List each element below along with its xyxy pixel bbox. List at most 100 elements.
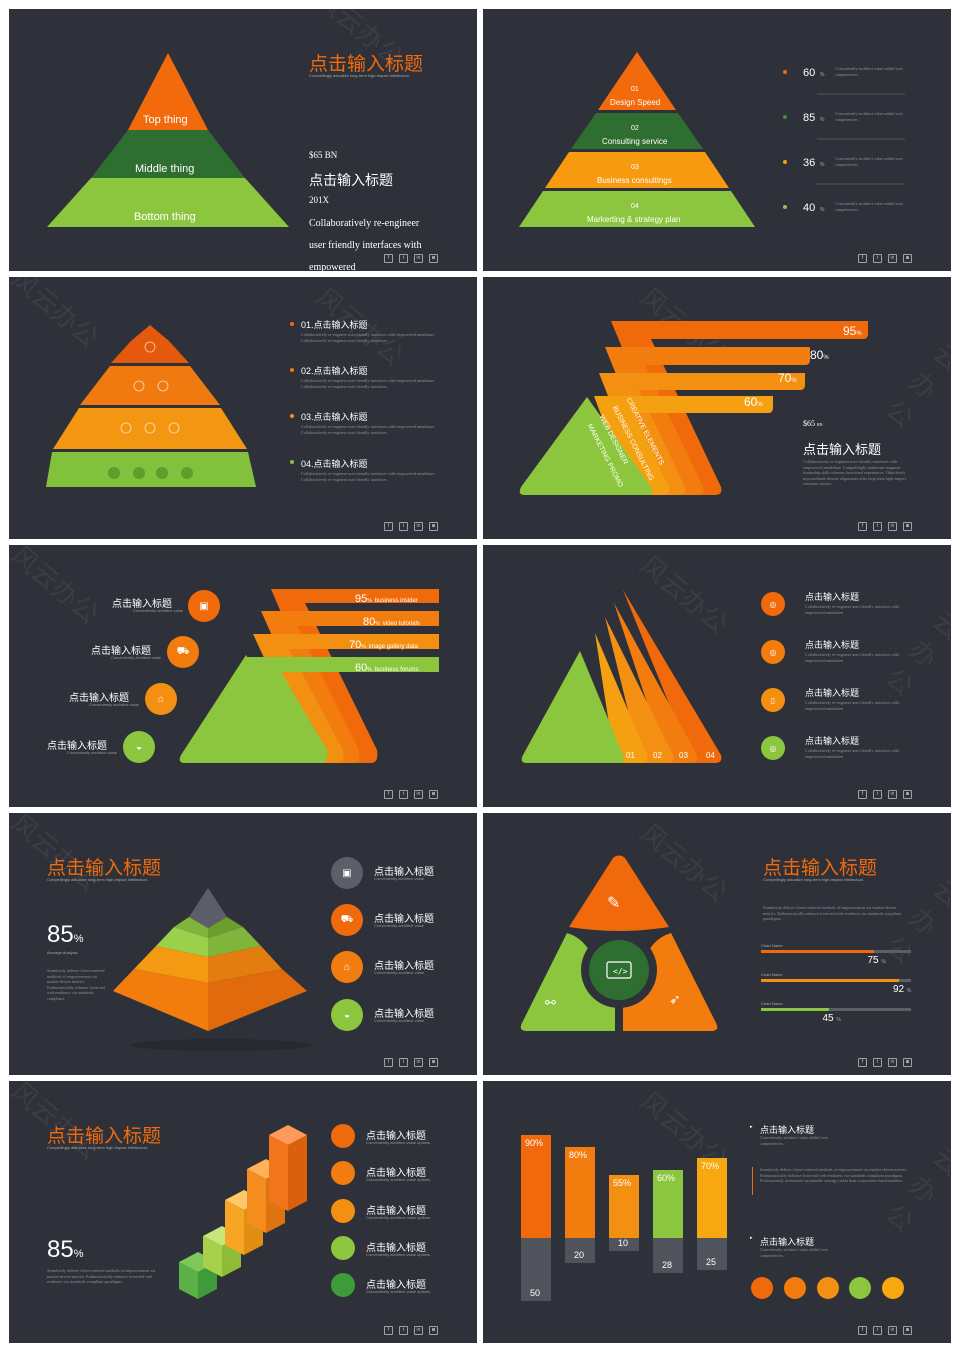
twitter-icon[interactable]: t bbox=[873, 1326, 882, 1335]
facebook-icon[interactable]: f bbox=[384, 522, 393, 531]
linkedin-icon[interactable]: in bbox=[888, 790, 897, 799]
twitter-icon[interactable]: t bbox=[873, 522, 882, 531]
bar-value-1: 95% bbox=[843, 324, 862, 338]
progress-fill bbox=[761, 979, 899, 982]
circle-icon-2[interactable]: ◎ bbox=[761, 640, 785, 664]
slide-10[interactable]: 风云办公 风云办公 90% 80% 55% 60% 70% 50 20 10 28 25 ▸ 点击… bbox=[483, 1081, 951, 1343]
bar-label-3: 70% image gallery data bbox=[349, 639, 418, 651]
instagram-icon[interactable]: ◙ bbox=[903, 1058, 912, 1067]
twitter-icon[interactable]: t bbox=[873, 790, 882, 799]
tier-num-2: 02 bbox=[631, 125, 639, 132]
instagram-icon[interactable]: ◙ bbox=[429, 522, 438, 531]
instagram-icon[interactable]: ◙ bbox=[903, 790, 912, 799]
bar-bottom-label: 10 bbox=[618, 1237, 629, 1248]
twitter-icon[interactable]: t bbox=[399, 1326, 408, 1335]
bar-top bbox=[653, 1169, 683, 1238]
layer-num-1: 01 bbox=[626, 751, 635, 760]
item-desc-2: Collaboratively re-engineer user friendl… bbox=[805, 652, 900, 663]
bullet-2 bbox=[290, 368, 294, 372]
slide-3[interactable]: 风云办公 风云办公 01.点击输入标题 Collaboratively re-e… bbox=[9, 277, 477, 539]
instagram-icon[interactable]: ◙ bbox=[903, 522, 912, 531]
facebook-icon[interactable]: f bbox=[858, 254, 867, 263]
cart-icon[interactable]: ⛟ bbox=[331, 904, 363, 936]
tier-label-1: Design Speed bbox=[610, 98, 661, 107]
stat-dot-4 bbox=[783, 205, 787, 209]
linkedin-icon[interactable]: in bbox=[414, 1058, 423, 1067]
circle-icon-3[interactable]: ▯ bbox=[761, 688, 785, 712]
stat-value-2: 85 bbox=[803, 112, 816, 124]
social-icons: f t in ◙ bbox=[384, 1326, 438, 1335]
slide-7[interactable]: 风云办公 点击输入标题 Compellingly actualize long-… bbox=[9, 813, 477, 1075]
slide-9[interactable]: 风云办公 点击输入标题 Compellingly actualize long-… bbox=[9, 1081, 477, 1343]
layered-pyramid-diagram bbox=[521, 590, 722, 763]
basket-icon[interactable]: ◒ bbox=[331, 999, 363, 1031]
shop-icon[interactable]: ⌂ bbox=[145, 683, 177, 715]
item-title-4: 点击输入标题 bbox=[366, 1243, 426, 1254]
facebook-icon[interactable]: f bbox=[384, 1326, 393, 1335]
sub-1: Conveniently architect value-added core … bbox=[760, 1135, 828, 1146]
stat-dot-1 bbox=[783, 70, 787, 74]
stat-unit-4: % bbox=[820, 207, 825, 213]
item-title-1: 点击输入标题 bbox=[366, 1131, 426, 1142]
twitter-icon[interactable]: t bbox=[873, 254, 882, 263]
slide-subtitle: Compellingly actualize long-term high-im… bbox=[47, 877, 148, 882]
shop-icon[interactable]: ⌂ bbox=[331, 951, 363, 983]
facebook-icon[interactable]: f bbox=[384, 1058, 393, 1067]
layer-num-4: 04 bbox=[706, 751, 715, 760]
arrow-bullet-2: ▸ bbox=[750, 1235, 753, 1241]
linkedin-icon[interactable]: in bbox=[414, 522, 423, 531]
twitter-icon[interactable]: t bbox=[399, 1058, 408, 1067]
linkedin-icon[interactable]: in bbox=[888, 1326, 897, 1335]
instagram-icon[interactable]: ◙ bbox=[429, 790, 438, 799]
facebook-icon[interactable]: f bbox=[384, 790, 393, 799]
twitter-icon[interactable]: t bbox=[399, 790, 408, 799]
facebook-icon[interactable]: f bbox=[384, 254, 393, 263]
bag-icon[interactable]: ▣ bbox=[188, 590, 220, 622]
circle-icon-4[interactable]: ◎ bbox=[761, 736, 785, 760]
linkedin-icon[interactable]: in bbox=[414, 1326, 423, 1335]
twitter-icon[interactable]: t bbox=[399, 254, 408, 263]
instagram-icon[interactable]: ◙ bbox=[903, 1326, 912, 1335]
twitter-icon[interactable]: t bbox=[399, 522, 408, 531]
linkedin-icon[interactable]: in bbox=[888, 254, 897, 263]
circle-icon-1[interactable]: ◎ bbox=[761, 592, 785, 616]
progress-value: 92 % bbox=[893, 984, 912, 995]
instagram-icon[interactable]: ◙ bbox=[903, 254, 912, 263]
facebook-icon[interactable]: f bbox=[858, 1058, 867, 1067]
cart-icon[interactable]: ⛟ bbox=[167, 636, 199, 668]
triangle-cycle-diagram: </> bbox=[520, 855, 718, 1031]
item-title-3: 点击输入标题 bbox=[366, 1206, 426, 1217]
item-desc-1: Collaboratively re-engineer user friendl… bbox=[805, 604, 900, 615]
twitter-icon[interactable]: t bbox=[873, 1058, 882, 1067]
facebook-icon[interactable]: f bbox=[858, 522, 867, 531]
linkedin-icon[interactable]: in bbox=[414, 790, 423, 799]
bar-top bbox=[697, 1158, 727, 1238]
instagram-icon[interactable]: ◙ bbox=[429, 254, 438, 263]
item-title-5: 点击输入标题 bbox=[366, 1280, 426, 1291]
basket-icon[interactable]: ◒ bbox=[123, 731, 155, 763]
slide-6[interactable]: 风云办公 风云办公 01 02 03 04 ◎ 点击输入标题 Collabora… bbox=[483, 545, 951, 807]
slide-4[interactable]: 风云办公 风云办公 95% 80% 70% 60% CREATIVE ELEME… bbox=[483, 277, 951, 539]
color-dot-1 bbox=[751, 1277, 773, 1299]
slide-1[interactable]: 风云办公 Top thing Middle thing Bottom thing… bbox=[9, 9, 477, 271]
bar-top-label: 60% bbox=[657, 1172, 676, 1183]
slide-8[interactable]: 风云办公 风云办公 </> ✎ ⚯ ➶ 点击输入标题 Compellingly … bbox=[483, 813, 951, 1075]
linkedin-icon[interactable]: in bbox=[888, 1058, 897, 1067]
tier-num-4: 04 bbox=[631, 203, 639, 210]
description: Seamlessly deliver client-centered metho… bbox=[760, 1167, 908, 1183]
social-icons: f t in ◙ bbox=[384, 522, 438, 531]
bar-label-4: 60% business forums bbox=[355, 662, 419, 674]
social-icons: f t in ◙ bbox=[858, 522, 912, 531]
slide-subtitle: Compellingly actualize long-term high-im… bbox=[763, 877, 864, 882]
facebook-icon[interactable]: f bbox=[858, 1326, 867, 1335]
slide-5[interactable]: 风云办公 95% business insider 80% video tuto… bbox=[9, 545, 477, 807]
facebook-icon[interactable]: f bbox=[858, 790, 867, 799]
social-icons: f t in ◙ bbox=[384, 790, 438, 799]
linkedin-icon[interactable]: in bbox=[414, 254, 423, 263]
instagram-icon[interactable]: ◙ bbox=[429, 1058, 438, 1067]
pyramid-bottom-tier bbox=[47, 178, 289, 227]
linkedin-icon[interactable]: in bbox=[888, 522, 897, 531]
instagram-icon[interactable]: ◙ bbox=[429, 1326, 438, 1335]
slide-2[interactable]: 01 Design Speed 02 Consulting service 03… bbox=[483, 9, 951, 271]
bag-icon[interactable]: ▣ bbox=[331, 857, 363, 889]
